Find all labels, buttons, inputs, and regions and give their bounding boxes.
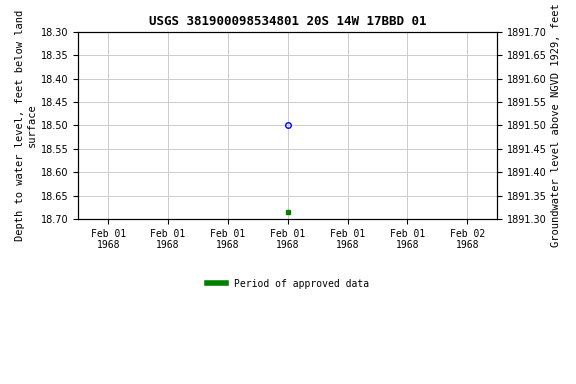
Y-axis label: Groundwater level above NGVD 1929, feet: Groundwater level above NGVD 1929, feet: [551, 3, 561, 247]
Title: USGS 381900098534801 20S 14W 17BBD 01: USGS 381900098534801 20S 14W 17BBD 01: [149, 15, 426, 28]
Legend: Period of approved data: Period of approved data: [203, 275, 373, 293]
Y-axis label: Depth to water level, feet below land
surface: Depth to water level, feet below land su…: [15, 10, 37, 241]
